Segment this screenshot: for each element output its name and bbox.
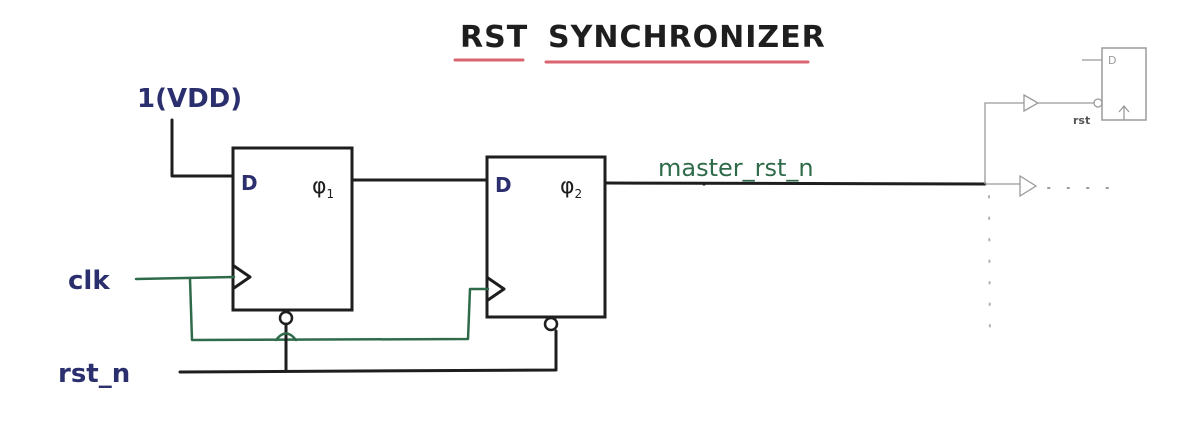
ff1-body [231, 146, 354, 312]
ff2-d-pin-label: D [495, 173, 512, 197]
downstream-ff-clock [1118, 104, 1130, 120]
ff1-clock-triangle [232, 264, 252, 290]
flip-flop-2: D φ2 [485, 155, 607, 332]
downstream-rst-label: rst [1073, 114, 1090, 127]
fanout-branch-up [984, 102, 1024, 184]
fanout-dotted-down [988, 195, 991, 343]
ff2-q-subscript: 2 [575, 187, 583, 201]
ff1-d-pin-label: D [241, 171, 258, 195]
ff2-clock-triangle [486, 276, 506, 302]
ff1-q-subscript: 1 [327, 187, 335, 201]
vdd-label: 1(VDD) [137, 84, 242, 114]
ff2-q-symbol: φ [560, 174, 575, 199]
ff1-q-symbol: φ [312, 174, 327, 199]
rst-crossover-hop [274, 332, 298, 342]
title-word-synchronizer: SYNCHRONIZER [548, 20, 826, 55]
title: RST SYNCHRONIZER [453, 20, 826, 64]
ff2-reset-bubble [543, 316, 559, 332]
rst-n-label: rst_n [58, 359, 130, 389]
downstream-ff-d-label: D [1108, 54, 1116, 67]
master-rst-n-label: master_rst_n [658, 154, 814, 182]
fanout-distribution: D rst [984, 47, 1147, 343]
ff1-q-label: φ1 [312, 174, 334, 201]
flip-flop-1: D φ1 [231, 146, 354, 326]
vdd-wire [170, 118, 235, 178]
ff2-q-label: φ2 [560, 174, 582, 201]
wire-dot [702, 182, 706, 186]
clk-wire [134, 275, 490, 342]
ff2-body [485, 155, 607, 319]
ff1-reset-bubble [278, 310, 294, 326]
title-word-rst: RST [460, 20, 528, 55]
master-rst-n-wire [603, 181, 987, 186]
downstream-reset-bubble [1093, 98, 1103, 108]
clk-label: clk [68, 266, 110, 296]
rst-n-wire [178, 322, 558, 374]
buffer-1 [1023, 93, 1040, 113]
buffer-2 [1019, 174, 1038, 198]
